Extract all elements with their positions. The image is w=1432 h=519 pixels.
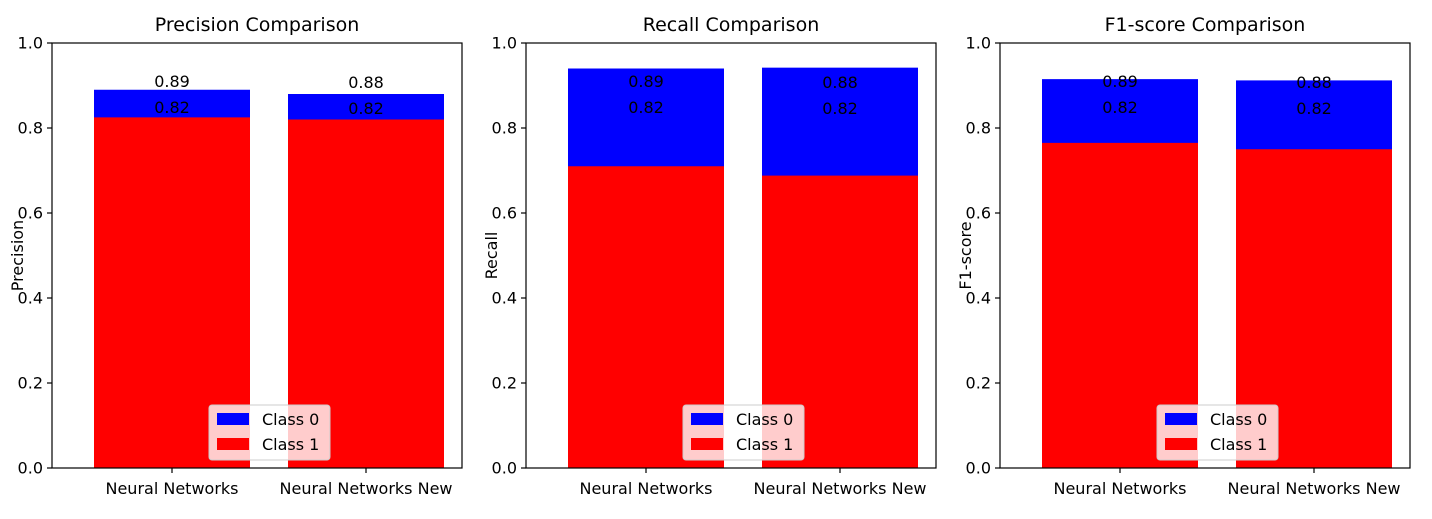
y-tick-label: 0.8 [966,119,991,138]
legend-label: Class 0 [262,410,319,429]
data-label-class-0: 0.89 [1102,72,1138,91]
x-tick-label: Neural Networks [579,479,712,498]
y-tick-label: 0.0 [492,459,517,478]
y-axis-label: F1-score [956,221,975,289]
data-label-class-0: 0.88 [1296,73,1332,92]
y-tick-label: 0.6 [492,204,517,223]
legend-label: Class 1 [262,435,319,454]
chart-panel-3: F1-score Comparison F1-score 0.89 0.82 0.88 0… [956,14,1411,498]
x-tick-label: Neural Networks New [280,479,453,498]
legend-swatch-class-1 [691,438,723,450]
y-tick-label: 0.2 [966,374,991,393]
y-tick-label: 0.0 [18,459,43,478]
data-label-class-1: 0.82 [154,98,190,117]
chart-title: F1-score Comparison [1105,14,1306,36]
legend-label: Class 0 [1210,410,1267,429]
plot-frame [51,42,463,469]
y-tick-label: 0.8 [18,119,43,138]
y-axis-label: Recall [482,232,501,280]
x-tick-label: Neural Networks New [1228,479,1401,498]
plot-frame [525,42,937,469]
legend: Class 0 Class 1 [1156,404,1279,461]
legend: Class 0 Class 1 [208,404,331,461]
x-tick-label: Neural Networks New [754,479,927,498]
x-tick-label: Neural Networks [1053,479,1186,498]
legend-label: Class 1 [736,435,793,454]
y-tick-label: 0.4 [492,289,517,308]
plot-frame [999,42,1411,469]
y-tick-label: 0.2 [492,374,517,393]
data-label-class-1: 0.82 [1102,98,1138,117]
data-label-class-1: 0.82 [348,99,384,118]
legend-swatch-class-1 [217,438,249,450]
y-tick-label: 1.0 [966,34,991,53]
chart-panel-1: Precision Comparison Precision 0.89 0.82 0.8… [8,14,463,498]
data-label-class-0: 0.88 [348,73,384,92]
y-tick-label: 0.8 [492,119,517,138]
y-tick-label: 0.0 [966,459,991,478]
y-axis-label: Precision [8,220,27,291]
legend-label: Class 0 [736,410,793,429]
y-tick-label: 0.6 [966,204,991,223]
y-tick-label: 0.4 [18,289,43,308]
y-tick-label: 0.4 [966,289,991,308]
y-tick-label: 1.0 [18,34,43,53]
y-tick-label: 1.0 [492,34,517,53]
x-tick-label: Neural Networks [105,479,238,498]
legend-swatch-class-0 [1165,413,1197,425]
data-label-class-0: 0.89 [154,72,190,91]
legend-swatch-class-1 [1165,438,1197,450]
chart-panel-2: Recall Comparison Recall 0.89 0.82 0.88 0.82 0… [482,14,937,498]
data-label-class-0: 0.88 [822,73,858,92]
y-tick-label: 0.2 [18,374,43,393]
data-label-class-1: 0.82 [822,99,858,118]
data-label-class-1: 0.82 [628,98,664,117]
data-label-class-1: 0.82 [1296,99,1332,118]
legend-swatch-class-0 [691,413,723,425]
data-label-class-0: 0.89 [628,72,664,91]
legend-label: Class 1 [1210,435,1267,454]
legend: Class 0 Class 1 [682,404,805,461]
chart-title: Precision Comparison [155,14,360,36]
chart-title: Recall Comparison [643,14,819,36]
legend-swatch-class-0 [217,413,249,425]
y-tick-label: 0.6 [18,204,43,223]
